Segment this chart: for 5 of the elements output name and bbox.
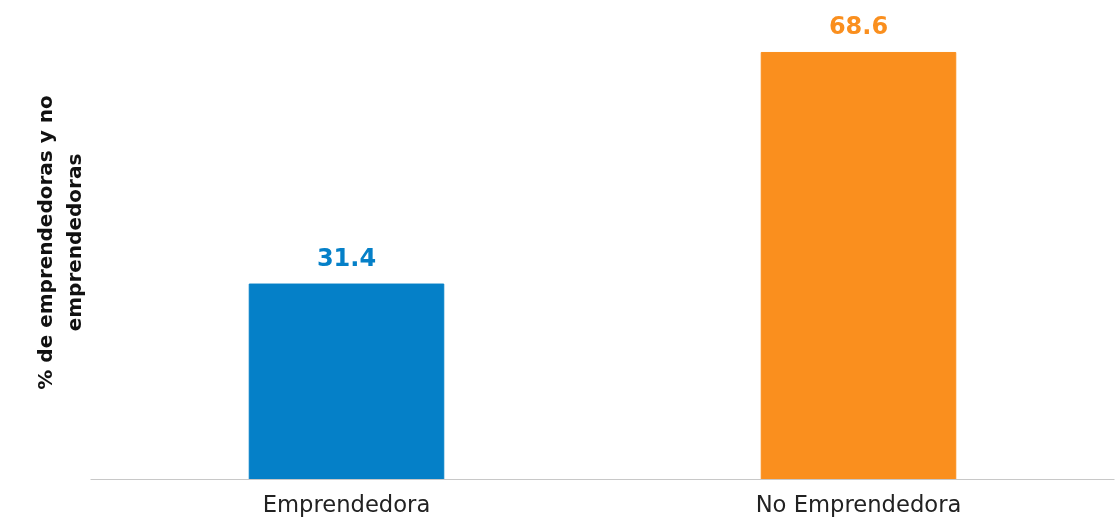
x-tick-label: Emprendedora [262, 490, 431, 517]
y-axis-title: % de emprendedoras y no emprendedoras [32, 95, 86, 390]
data-label: 68.6 [828, 12, 889, 41]
data-label: 31.4 [316, 244, 377, 273]
x-tick-label: No Emprendedora [755, 490, 962, 517]
